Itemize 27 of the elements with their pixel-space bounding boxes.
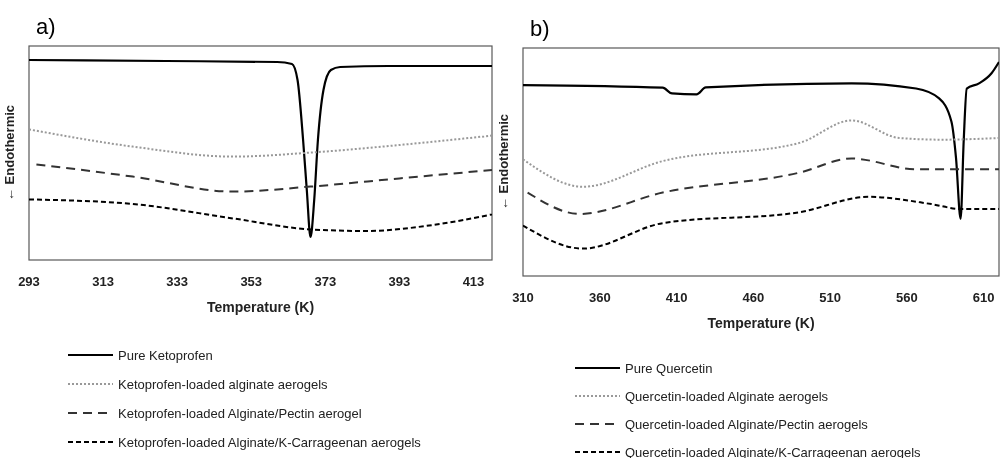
legend-label: Pure Ketoprofen	[118, 347, 213, 363]
y-axis-title: ← Endothermic	[496, 113, 511, 211]
x-tick-label: 333	[166, 274, 189, 289]
chart-title: a)	[36, 14, 56, 39]
x-tick-label: 360	[588, 290, 611, 305]
x-tick-label: 560	[896, 290, 918, 305]
x-tick-label: 510	[819, 290, 841, 305]
legend-label: Ketoprofen-loaded Alginate/K-Carrageenan aerogels	[118, 434, 422, 450]
x-tick-label: 610	[972, 290, 995, 305]
legend-label: Quercetin-loaded Alginate/Pectin aerogels	[625, 416, 869, 432]
legend-label: Pure Quercetin	[625, 360, 713, 376]
x-tick-label: 353	[240, 274, 263, 289]
legend-label: Quercetin-loaded Alginate aerogels	[625, 388, 829, 404]
x-axis-title: Temperature (K)	[206, 299, 315, 315]
x-tick-label: 293	[18, 274, 40, 289]
y-axis-title: ← Endothermic	[2, 104, 17, 202]
x-tick-label: 373	[314, 274, 337, 289]
x-tick-label: 310	[512, 290, 534, 305]
x-tick-label: 410	[665, 290, 688, 305]
x-tick-label: 393	[388, 274, 411, 289]
chart-title: b)	[530, 16, 550, 41]
x-axis-title: Temperature (K)	[707, 315, 815, 331]
legend-label: Ketoprofen-loaded Alginate/Pectin aerogel	[118, 405, 362, 421]
x-tick-label: 313	[92, 274, 114, 289]
x-tick-label: 413	[462, 274, 485, 289]
x-tick-label: 460	[742, 290, 765, 305]
legend-label: Ketoprofen-loaded alginate aerogels	[118, 376, 329, 392]
